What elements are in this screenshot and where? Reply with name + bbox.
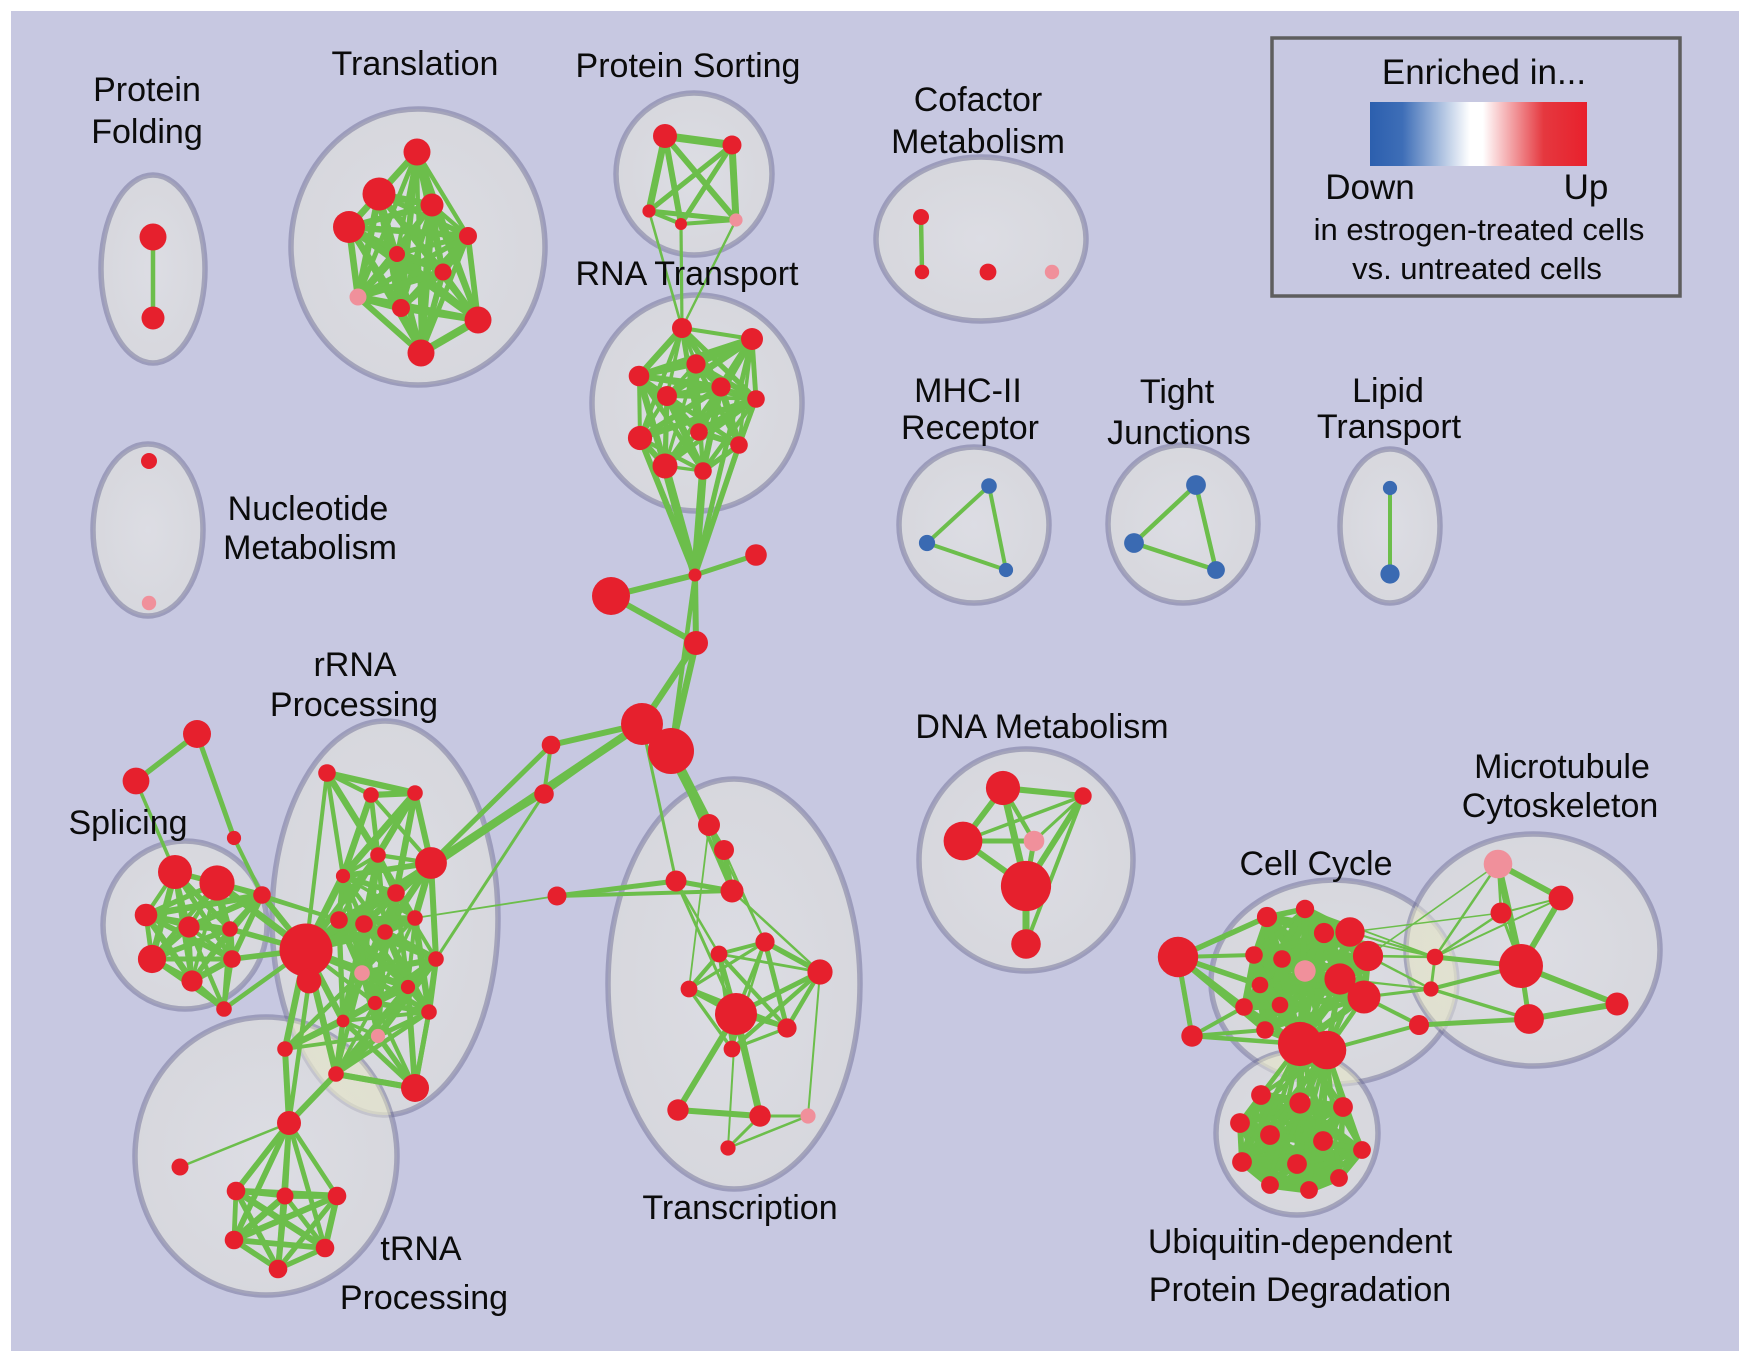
svg-text:Protein Degradation: Protein Degradation (1149, 1271, 1451, 1309)
svg-text:Processing: Processing (340, 1279, 508, 1317)
svg-text:Processing: Processing (270, 686, 438, 724)
svg-text:Splicing: Splicing (68, 804, 187, 842)
svg-text:Cell Cycle: Cell Cycle (1239, 845, 1392, 883)
svg-text:Receptor: Receptor (901, 409, 1039, 447)
svg-text:tRNA: tRNA (380, 1230, 462, 1268)
svg-text:Protein Sorting: Protein Sorting (576, 47, 801, 85)
svg-text:DNA Metabolism: DNA Metabolism (915, 708, 1168, 746)
svg-text:in estrogen-treated cells: in estrogen-treated cells (1314, 212, 1645, 247)
svg-text:Protein: Protein (93, 71, 201, 109)
svg-text:Enriched in...: Enriched in... (1382, 53, 1586, 92)
svg-text:Metabolism: Metabolism (891, 123, 1065, 161)
svg-text:Transport: Transport (1317, 408, 1462, 446)
svg-text:Down: Down (1325, 168, 1414, 207)
svg-text:Cytoskeleton: Cytoskeleton (1462, 787, 1659, 825)
svg-text:rRNA: rRNA (313, 646, 396, 684)
svg-text:Transcription: Transcription (642, 1189, 837, 1227)
svg-text:Ubiquitin-dependent: Ubiquitin-dependent (1148, 1223, 1453, 1261)
svg-text:Nucleotide: Nucleotide (228, 490, 389, 528)
svg-text:RNA Transport: RNA Transport (576, 255, 800, 293)
svg-text:Cofactor: Cofactor (914, 81, 1043, 119)
svg-text:Folding: Folding (91, 113, 203, 151)
svg-text:Junctions: Junctions (1107, 414, 1251, 452)
svg-text:Microtubule: Microtubule (1474, 748, 1650, 786)
svg-text:Lipid: Lipid (1352, 372, 1424, 410)
svg-text:vs. untreated cells: vs. untreated cells (1352, 251, 1602, 286)
svg-text:Tight: Tight (1140, 373, 1215, 411)
svg-text:Metabolism: Metabolism (223, 529, 397, 567)
svg-text:MHC-II: MHC-II (914, 372, 1022, 410)
svg-text:Translation: Translation (332, 45, 499, 83)
svg-text:Up: Up (1564, 168, 1609, 207)
